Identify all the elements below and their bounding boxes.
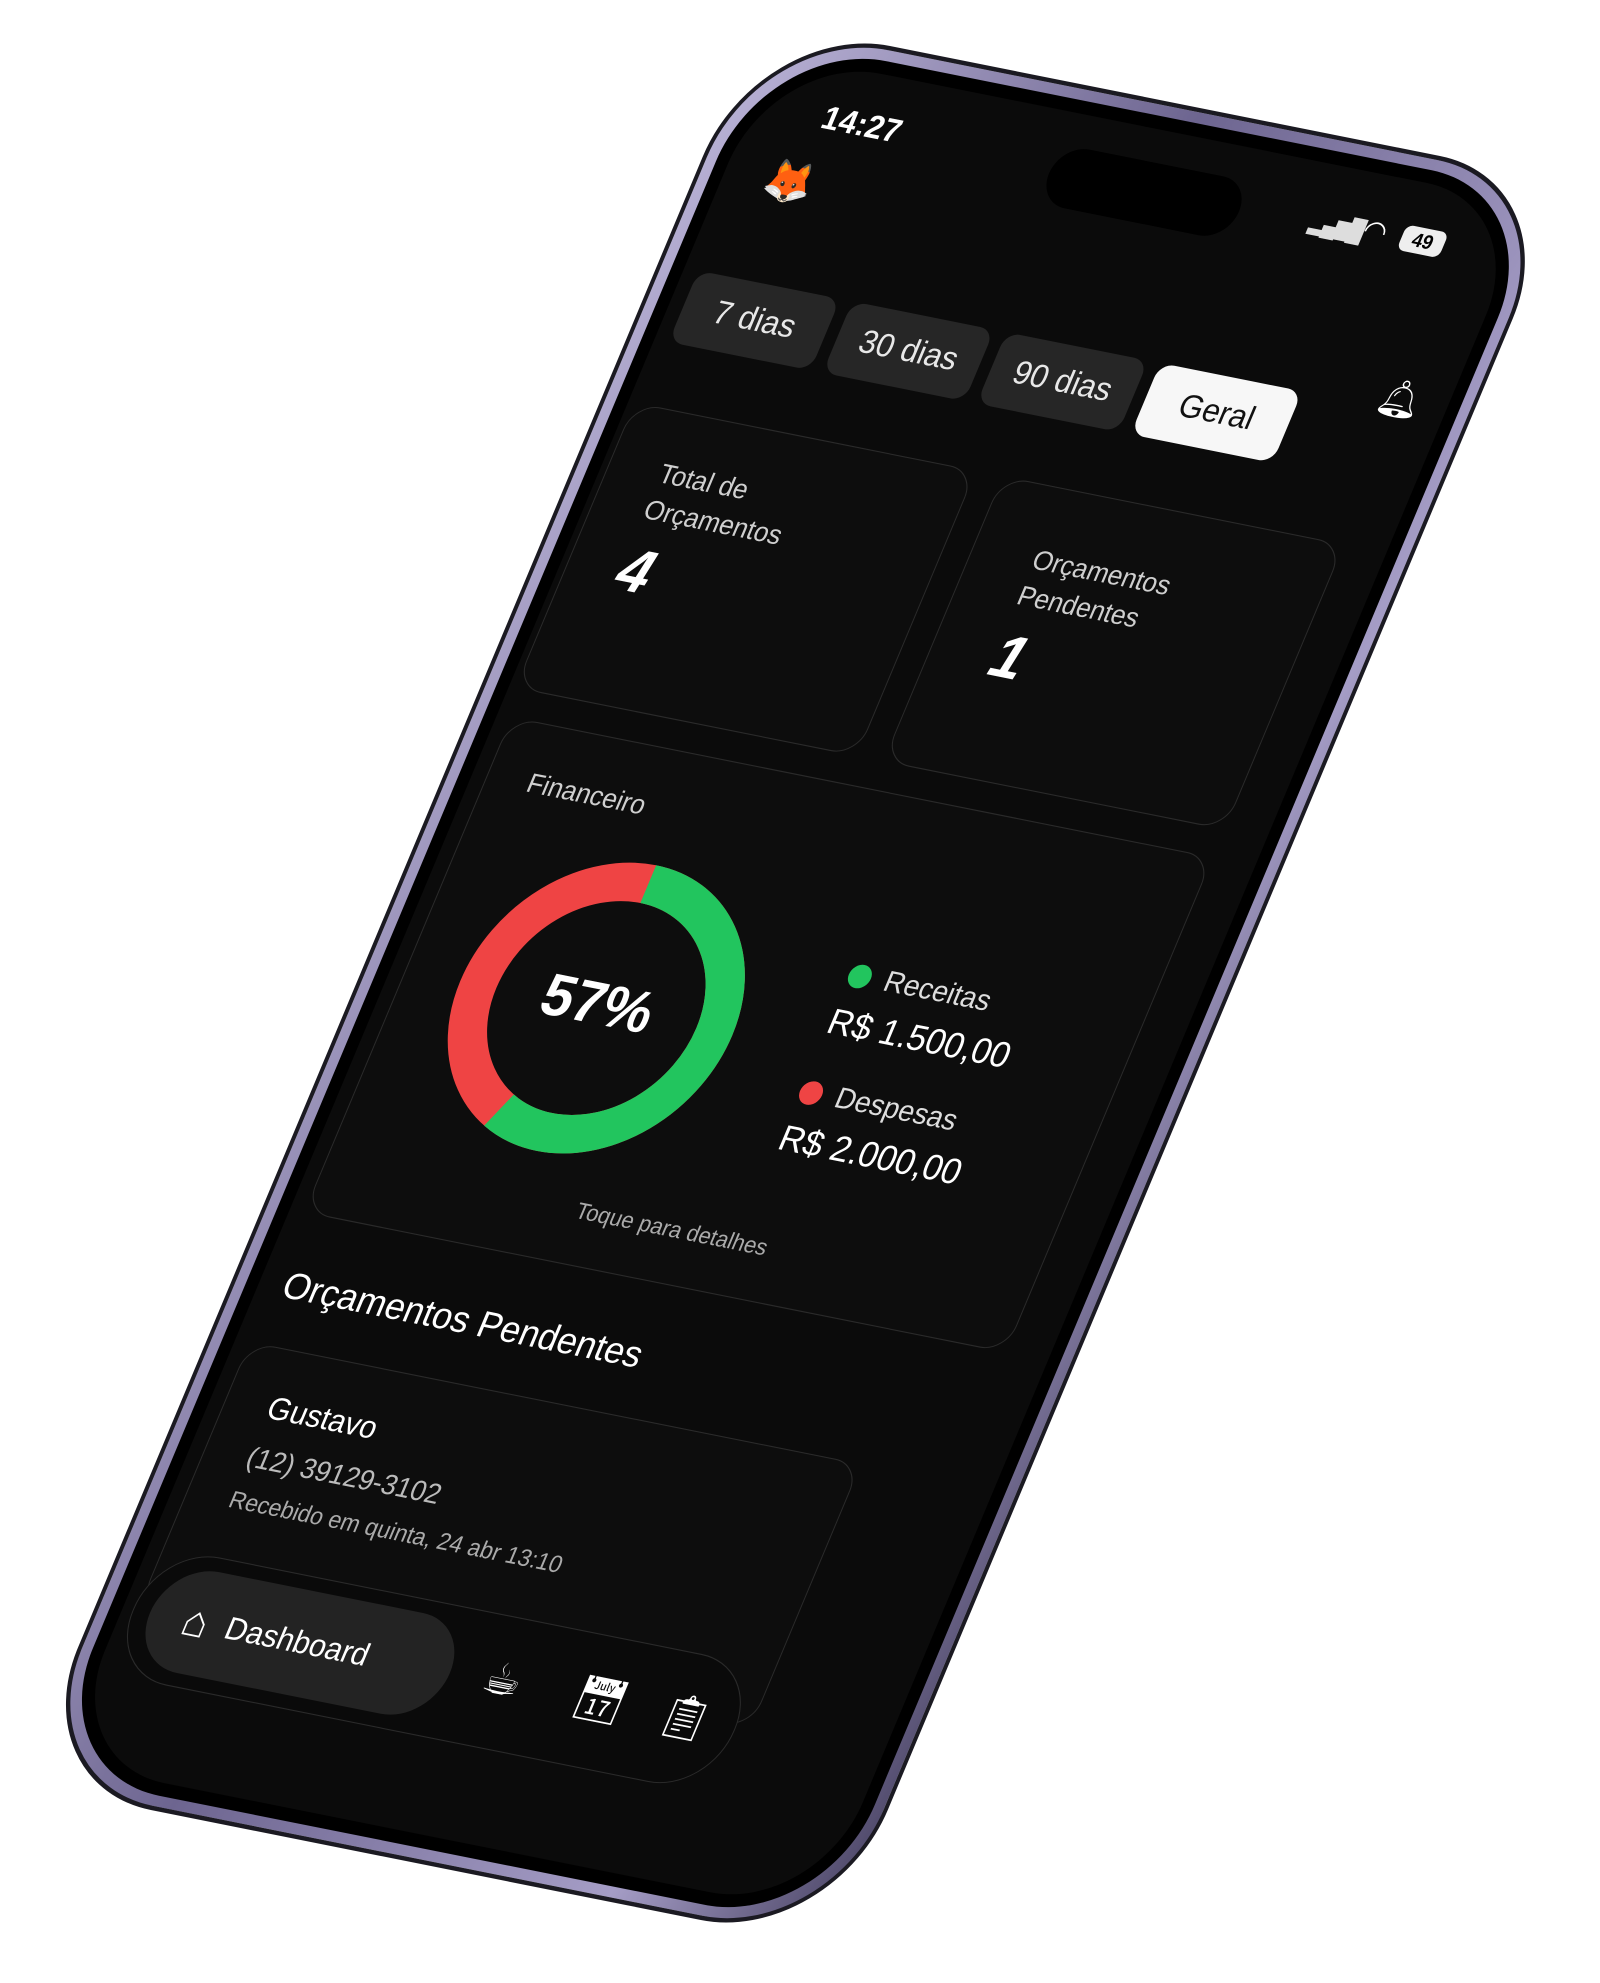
- battery-icon: 49: [1396, 224, 1449, 259]
- stat-value: 1: [980, 620, 1040, 693]
- calendar-icon[interactable]: 📅︎: [565, 1672, 636, 1729]
- details-hint: Toque para detalhes: [571, 1198, 772, 1261]
- receitas-dot: [844, 962, 876, 990]
- phone-mockup: 14:27 ▂▄▆█ ◠ 49 🦊 🔔︎ 7 dias 30 dias 90 d…: [20, 20, 1570, 1946]
- receitas-arc: [447, 862, 745, 1154]
- donut-chart: [447, 862, 745, 1154]
- filter-7-dias[interactable]: 7 dias: [668, 270, 841, 371]
- signal-icon: ▂▄▆█: [1305, 210, 1367, 245]
- financeiro-legend: Receitas R$ 1.500,00 Despesas R$ 2.000,0…: [758, 958, 1035, 1227]
- receitas-label: Receitas: [878, 964, 997, 1018]
- despesas-dot: [795, 1078, 828, 1107]
- fox-logo-icon[interactable]: 🦊: [756, 156, 822, 210]
- financeiro-title: Financeiro: [522, 768, 652, 821]
- dynamic-island: [1036, 144, 1252, 241]
- filter-90-dias[interactable]: 90 dias: [976, 332, 1149, 432]
- status-time: 14:27: [815, 100, 908, 151]
- filter-30-dias[interactable]: 30 dias: [822, 301, 995, 402]
- clipboard-icon[interactable]: 📋︎: [650, 1689, 721, 1746]
- filter-geral[interactable]: Geral: [1130, 362, 1303, 463]
- app-screen: 14:27 ▂▄▆█ ◠ 49 🦊 🔔︎ 7 dias 30 dias 90 d…: [58, 52, 1533, 1914]
- nav-dashboard-label: Dashboard: [219, 1610, 376, 1673]
- financeiro-card[interactable]: Financeiro 57% Receitas R$ 1.500,00 Desp…: [303, 716, 1214, 1353]
- coffee-icon[interactable]: ☕︎: [475, 1653, 531, 1707]
- home-icon: ⌂: [174, 1596, 218, 1648]
